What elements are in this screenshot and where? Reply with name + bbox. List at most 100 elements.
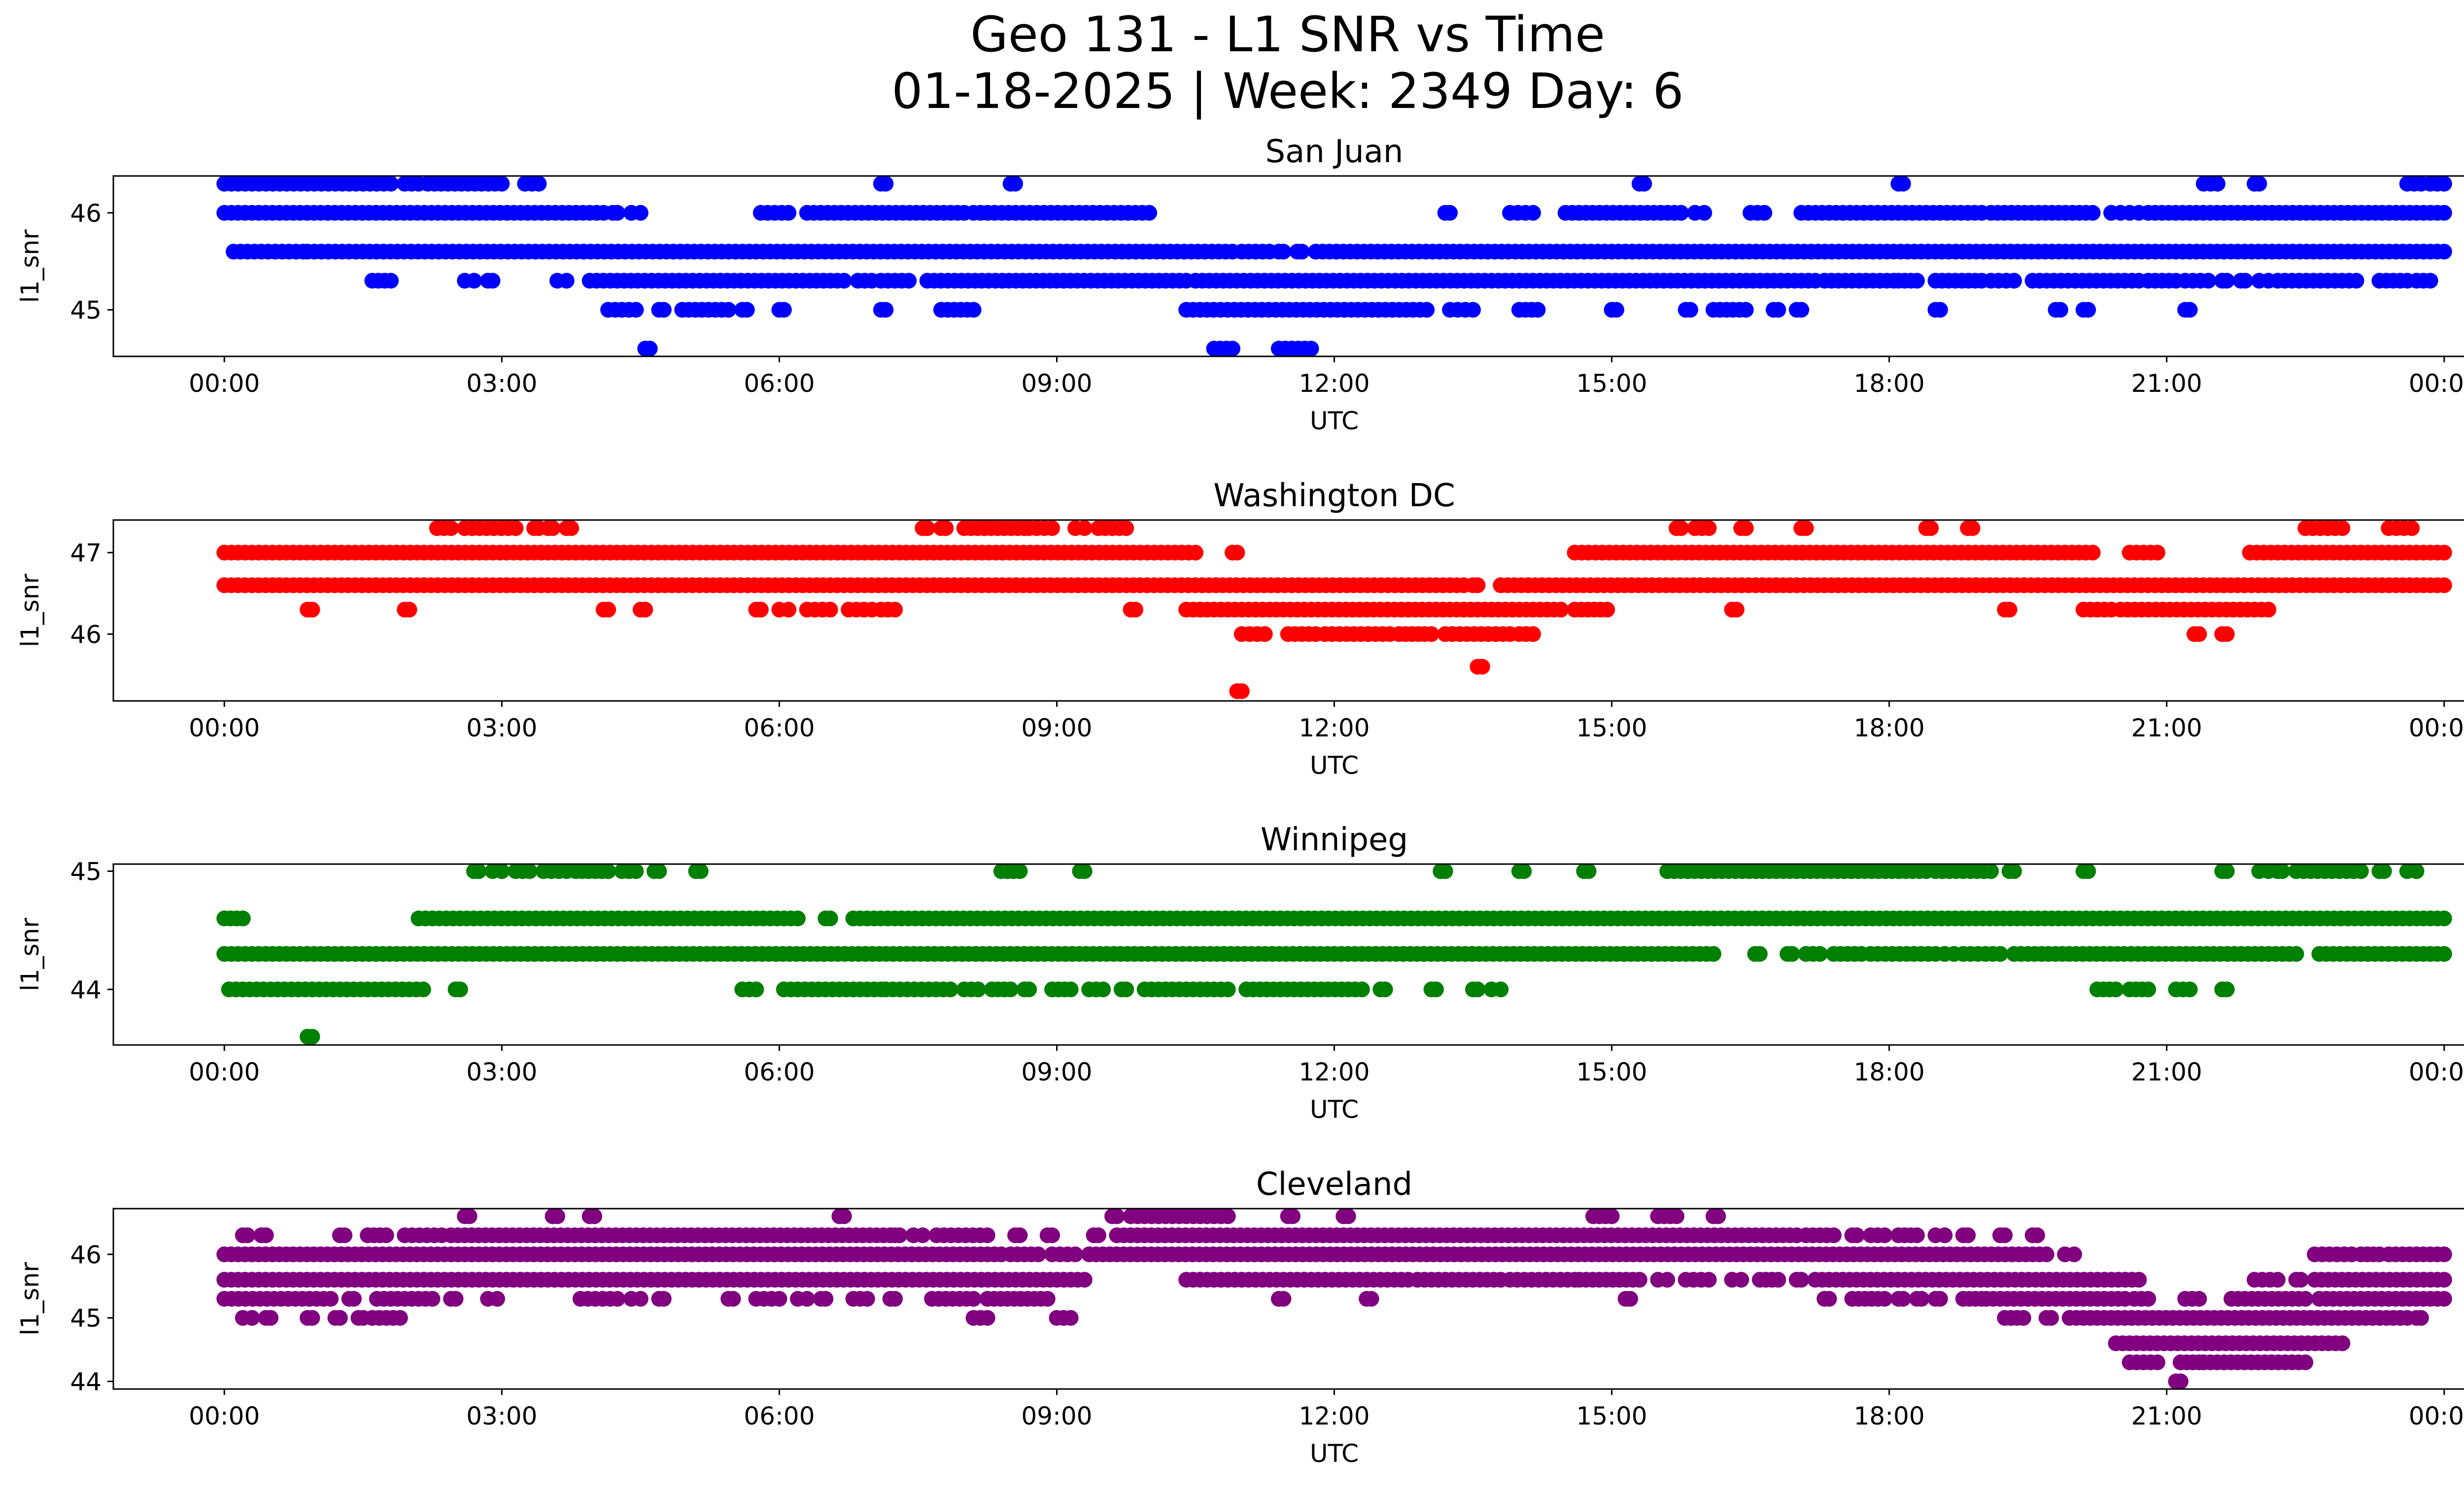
data-point	[1784, 946, 1800, 962]
data-point	[2191, 626, 2207, 642]
data-point	[919, 520, 935, 536]
x-tick-label: 15:00	[1576, 369, 1647, 398]
data-point	[2297, 1354, 2314, 1370]
data-point	[637, 601, 653, 618]
x-tick-label: 00:00	[189, 369, 260, 398]
data-point	[2140, 981, 2156, 998]
data-point	[1419, 302, 1435, 318]
data-point	[2015, 1310, 2031, 1326]
data-point	[2436, 910, 2452, 927]
data-point	[1516, 864, 1532, 879]
data-point	[1118, 520, 1134, 536]
data-point	[1682, 302, 1699, 318]
y-tick-label: 46	[70, 620, 102, 649]
x-tick-label: 15:00	[1576, 1402, 1647, 1430]
subplot-washington-dc: Washington DC 00:00 03:00 06:00 09:00 12:00 15…	[16, 478, 2464, 780]
data-point	[979, 1310, 995, 1326]
data-point	[632, 205, 649, 221]
x-tick-label: 00:00	[189, 1402, 260, 1430]
data-points-winnipeg	[216, 864, 2452, 1045]
data-point	[1470, 577, 1486, 593]
data-point	[304, 1310, 320, 1326]
data-point	[1604, 1209, 1620, 1224]
data-point	[1895, 1291, 1911, 1307]
data-point	[2085, 205, 2101, 221]
x-tick-label: 18:00	[1854, 1058, 1925, 1086]
data-point	[1983, 864, 1999, 879]
data-point	[836, 273, 852, 289]
data-point	[818, 1291, 834, 1307]
x-tick-label: 12:00	[1299, 369, 1369, 398]
data-point	[494, 176, 510, 192]
data-point	[1608, 302, 1624, 318]
subplot-winnipeg: Winnipeg 00:00 03:00 06:00 09:00 12:00 15:00 18…	[16, 822, 2464, 1124]
data-point	[2376, 864, 2392, 879]
data-point	[1030, 1246, 1046, 1262]
data-point	[2038, 1246, 2054, 1262]
x-axis-label: UTC	[1310, 751, 1359, 780]
x-tick-label: 12:00	[1299, 1402, 1369, 1430]
axes-frame	[112, 175, 2464, 357]
data-point	[1636, 176, 1652, 192]
data-point	[1812, 946, 1828, 962]
data-point	[1090, 1227, 1106, 1244]
data-point	[1909, 273, 1925, 289]
x-tick-label: 21:00	[2131, 369, 2202, 398]
data-point	[1530, 302, 1546, 318]
data-point	[494, 864, 510, 879]
data-point	[642, 341, 658, 356]
y-axis-label: l1_snr	[16, 229, 44, 303]
x-tick-label: 03:00	[466, 1058, 537, 1086]
data-point	[2404, 520, 2420, 536]
data-point	[609, 1291, 625, 1307]
data-point	[1109, 1209, 1125, 1224]
data-point	[1076, 1272, 1093, 1288]
x-tick-label: 18:00	[1854, 1402, 1925, 1430]
data-point	[1932, 302, 1948, 318]
data-point	[1465, 302, 1481, 318]
x-tick-label: 00:00	[2409, 1402, 2464, 1430]
data-point	[2006, 273, 2022, 289]
data-point	[748, 981, 764, 998]
x-tick-label: 12:00	[1299, 1058, 1369, 1086]
data-point	[1012, 864, 1028, 879]
data-point	[600, 601, 616, 618]
data-point	[915, 1227, 931, 1244]
x-tick-label: 09:00	[1021, 1402, 1092, 1430]
data-point	[466, 273, 482, 289]
data-point	[2334, 1335, 2351, 1352]
data-point	[1474, 659, 1490, 675]
data-point	[720, 302, 737, 318]
data-point	[2413, 1310, 2429, 1326]
data-point	[2237, 273, 2254, 289]
data-point	[1470, 981, 1486, 998]
data-point	[628, 302, 644, 318]
data-point	[2436, 205, 2452, 221]
data-point	[563, 520, 580, 536]
data-point	[1002, 981, 1019, 998]
data-point	[2436, 545, 2452, 561]
data-point	[558, 273, 575, 289]
data-point	[484, 273, 501, 289]
data-point	[1275, 1291, 1292, 1307]
data-point	[2080, 302, 2096, 318]
data-point	[2172, 1373, 2189, 1389]
data-point	[461, 1209, 478, 1224]
data-point	[1095, 981, 1111, 998]
data-point	[1738, 302, 1754, 318]
data-point	[655, 1291, 672, 1307]
data-point	[1285, 1209, 1300, 1224]
data-point	[1895, 176, 1911, 192]
data-point	[2131, 1272, 2147, 1288]
data-point	[1701, 520, 1717, 536]
x-tick-label: 06:00	[744, 1402, 815, 1430]
data-point	[2182, 981, 2198, 998]
data-point	[531, 176, 547, 192]
data-point	[2288, 946, 2304, 962]
data-point	[549, 1209, 565, 1224]
data-point	[739, 302, 755, 318]
data-point	[258, 1227, 274, 1244]
data-point	[2422, 273, 2438, 289]
data-point	[1044, 520, 1060, 536]
data-point	[1821, 1291, 1837, 1307]
